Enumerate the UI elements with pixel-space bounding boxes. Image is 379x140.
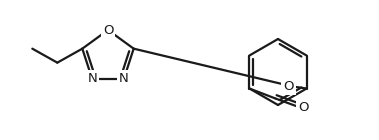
Text: N: N xyxy=(87,72,97,85)
Text: N: N xyxy=(119,72,129,85)
Text: O: O xyxy=(103,24,113,37)
Text: O: O xyxy=(283,80,294,93)
Text: O: O xyxy=(298,101,309,114)
